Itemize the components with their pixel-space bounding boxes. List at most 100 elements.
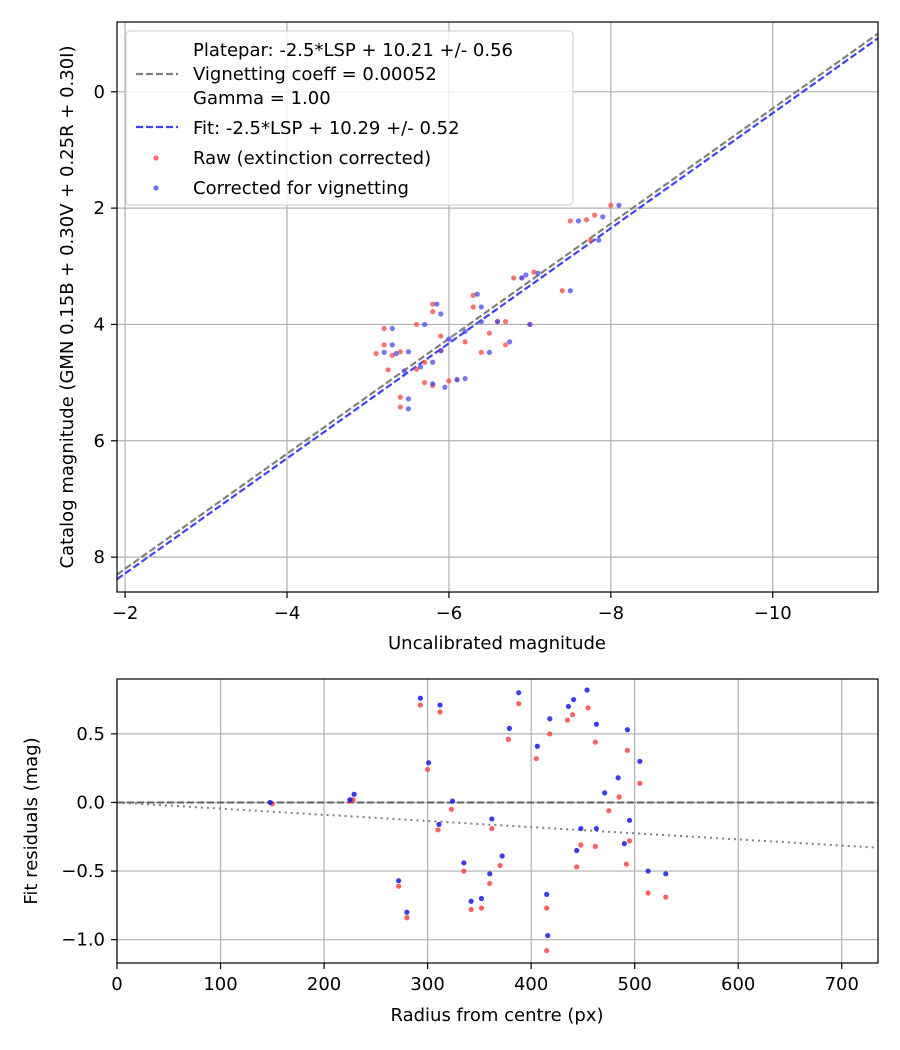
legend-vignetting-label: Vignetting coeff = 0.00052 <box>193 64 437 85</box>
raw-extinction-corrected-point <box>470 304 476 310</box>
raw-point <box>516 701 522 707</box>
corrected-for-vignetting-point <box>389 342 395 348</box>
raw-point <box>616 794 622 800</box>
corrected-point <box>602 790 608 796</box>
corrected-for-vignetting-point <box>486 349 493 355</box>
top-y-ticks: 0 2 4 6 8 <box>94 82 117 568</box>
raw-extinction-corrected-point <box>559 288 565 294</box>
corrected-point <box>489 816 495 822</box>
raw-extinction-corrected-point <box>430 301 436 307</box>
corrected-point <box>637 758 643 764</box>
raw-point <box>461 868 467 874</box>
corrected-point <box>615 775 621 781</box>
y-tick-label: 0.0 <box>76 792 105 813</box>
corrected-point <box>437 702 443 708</box>
y-tick-label: 2 <box>94 198 105 219</box>
x-tick-label: 0 <box>111 974 122 995</box>
raw-point <box>417 702 423 708</box>
bottom-reference-lines <box>116 801 879 849</box>
raw-extinction-corrected-point <box>531 269 537 275</box>
raw-point <box>564 717 570 723</box>
y-tick-label: 8 <box>94 547 105 568</box>
raw-extinction-corrected-point <box>373 350 379 357</box>
raw-point <box>592 739 598 745</box>
raw-extinction-corrected-point <box>502 342 509 348</box>
raw-point <box>637 780 643 786</box>
x-tick-label: 400 <box>514 974 548 995</box>
corrected-for-vignetting-point <box>575 218 582 224</box>
raw-extinction-corrected-point <box>486 330 493 336</box>
bottom-x-axis-label: Radius from centre (px) <box>390 1005 603 1026</box>
corrected-for-vignetting-point <box>478 304 484 310</box>
bottom-y-axis-label: Fit residuals (mag) <box>21 737 42 904</box>
corrected-point <box>396 878 402 884</box>
corrected-for-vignetting-point <box>616 202 622 208</box>
raw-point <box>533 755 539 762</box>
x-tick-label: 500 <box>618 974 652 995</box>
corrected-for-vignetting-point <box>507 339 513 345</box>
raw-point <box>547 731 553 737</box>
top-panel: −2 −4 −6 −8 −10 0 2 4 6 8 Uncalibrated magnitude… <box>57 21 879 654</box>
corrected-point <box>267 799 273 806</box>
raw-extinction-corrected-point <box>438 333 444 339</box>
corrected-point <box>461 860 467 866</box>
raw-extinction-corrected-point <box>422 380 428 386</box>
corrected-point <box>426 760 432 766</box>
corrected-point <box>468 898 474 904</box>
bottom-panel: 0 100 200 300 400 500 600 700 0.5 0.0 −0.5 −1.0 Ra… <box>21 678 879 1026</box>
legend-raw-label: Raw (extinction corrected) <box>193 148 431 169</box>
corrected-point <box>417 695 423 701</box>
corrected-point <box>404 909 410 915</box>
corrected-for-vignetting-point <box>422 321 428 328</box>
y-tick-label: −0.5 <box>61 861 105 882</box>
raw-point <box>544 948 550 954</box>
raw-extinction-corrected-point <box>446 378 452 384</box>
raw-extinction-corrected-point <box>422 359 428 365</box>
raw-point <box>497 862 503 869</box>
corrected-point <box>547 716 553 722</box>
corrected-for-vignetting-point <box>478 318 484 325</box>
raw-extinction-corrected-point <box>413 366 420 372</box>
corrected-point <box>578 825 584 832</box>
raw-point <box>624 747 631 753</box>
corrected-point <box>584 687 590 693</box>
raw-point <box>505 736 511 742</box>
corrected-point <box>436 821 442 828</box>
x-tick-label: −8 <box>598 603 625 624</box>
y-tick-label: 0.5 <box>76 724 105 745</box>
top-plot-frame <box>116 21 879 593</box>
top-scatter-points <box>373 202 622 412</box>
x-tick-label: −6 <box>436 603 463 624</box>
corrected-point <box>621 841 627 847</box>
top-x-axis-label: Uncalibrated magnitude <box>388 633 606 654</box>
legend-box <box>125 30 574 206</box>
corrected-point <box>626 817 633 823</box>
corrected-point <box>574 847 580 854</box>
raw-point <box>574 864 580 870</box>
raw-extinction-corrected-point <box>478 349 484 355</box>
x-tick-label: 600 <box>721 974 755 995</box>
raw-extinction-corrected-point <box>567 218 573 224</box>
platepar-line <box>116 32 879 576</box>
corrected-for-vignetting-point <box>405 396 412 402</box>
corrected-point <box>449 798 456 804</box>
corrected-for-vignetting-point <box>474 291 480 297</box>
raw-point <box>569 712 576 718</box>
x-tick-label: 700 <box>825 974 859 995</box>
legend-fit-label: Fit: -2.5*LSP + 10.29 +/- 0.52 <box>193 118 460 139</box>
corrected-point <box>487 871 493 877</box>
legend-platepar-label: Platepar: -2.5*LSP + 10.21 +/- 0.56 <box>193 40 513 61</box>
corrected-for-vignetting-point <box>381 349 387 355</box>
y-tick-label: 6 <box>94 431 105 452</box>
corrected-for-vignetting-point <box>462 375 468 382</box>
raw-point <box>592 843 598 849</box>
raw-extinction-corrected-point <box>588 237 594 243</box>
raw-point <box>663 894 669 900</box>
raw-extinction-corrected-point <box>381 342 387 348</box>
raw-point <box>468 906 474 913</box>
x-tick-label: 200 <box>307 974 341 995</box>
raw-point <box>404 915 410 921</box>
raw-extinction-corrected-point <box>470 292 476 298</box>
raw-point <box>585 705 591 711</box>
